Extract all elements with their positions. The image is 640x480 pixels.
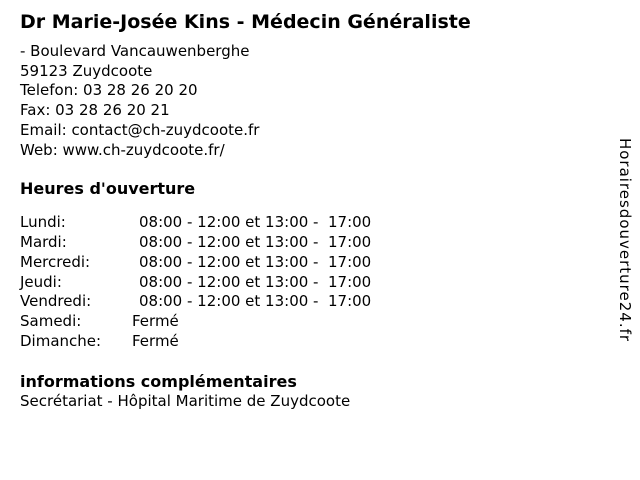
contact-block: - Boulevard Vancauwenberghe 59123 Zuydcoo… xyxy=(20,42,259,160)
contact-line: 59123 Zuydcoote xyxy=(20,61,153,80)
day-label: Mardi: xyxy=(20,232,67,251)
contact-line: - Boulevard Vancauwenberghe xyxy=(20,42,250,60)
day-hours-value: 08:00 - 12:00 et 13:00 - 17:00 xyxy=(139,272,372,291)
contact-line: Web: www.ch-zuydcoote.fr/ xyxy=(20,140,225,159)
hours-row: Mercredi: 08:00 - 12:00 et 13:00 - 17:00 xyxy=(20,253,371,273)
day-label: Jeudi: xyxy=(20,272,62,291)
watermark-vertical-text: Horairesdouverture24.fr xyxy=(616,137,634,343)
day-label: Mercredi: xyxy=(20,252,91,271)
additional-info-text: Secrétariat - Hôpital Maritime de Zuydco… xyxy=(20,392,351,410)
day-label: Dimanche: xyxy=(20,332,102,351)
hours-row: Samedi: Fermé xyxy=(20,312,371,332)
hours-row: Mardi: 08:00 - 12:00 et 13:00 - 17:00 xyxy=(20,233,371,253)
additional-info-heading: informations complémentaires xyxy=(20,372,297,391)
day-label: Lundi: xyxy=(20,213,66,231)
contact-line: Telefon: 03 28 26 20 20 xyxy=(20,81,198,100)
day-label: Samedi: xyxy=(20,312,82,331)
hours-row: Jeudi: 08:00 - 12:00 et 13:00 - 17:00 xyxy=(20,273,371,293)
contact-line: Fax: 03 28 26 20 21 xyxy=(20,101,170,120)
hours-row: Vendredi: 08:00 - 12:00 et 13:00 - 17:00 xyxy=(20,292,371,312)
day-hours-value: 08:00 - 12:00 et 13:00 - 17:00 xyxy=(139,213,372,231)
day-hours-value: 08:00 - 12:00 et 13:00 - 17:00 xyxy=(139,292,372,311)
day-hours-value: Fermé xyxy=(132,312,179,331)
page-title: Dr Marie-Josée Kins - Médecin Généralist… xyxy=(20,11,471,33)
day-hours-value: 08:00 - 12:00 et 13:00 - 17:00 xyxy=(139,252,372,271)
hours-row: Dimanche: Fermé xyxy=(20,332,371,352)
hours-table: Lundi: 08:00 - 12:00 et 13:00 - 17:00 Mard… xyxy=(20,213,371,352)
contact-line: Email: contact@ch-zuydcoote.fr xyxy=(20,120,260,139)
day-hours-value: Fermé xyxy=(132,332,179,351)
day-hours-value: 08:00 - 12:00 et 13:00 - 17:00 xyxy=(139,232,372,251)
day-label: Vendredi: xyxy=(20,292,92,311)
opening-hours-heading: Heures d'ouverture xyxy=(20,179,196,198)
hours-row: Lundi: 08:00 - 12:00 et 13:00 - 17:00 xyxy=(20,213,371,233)
